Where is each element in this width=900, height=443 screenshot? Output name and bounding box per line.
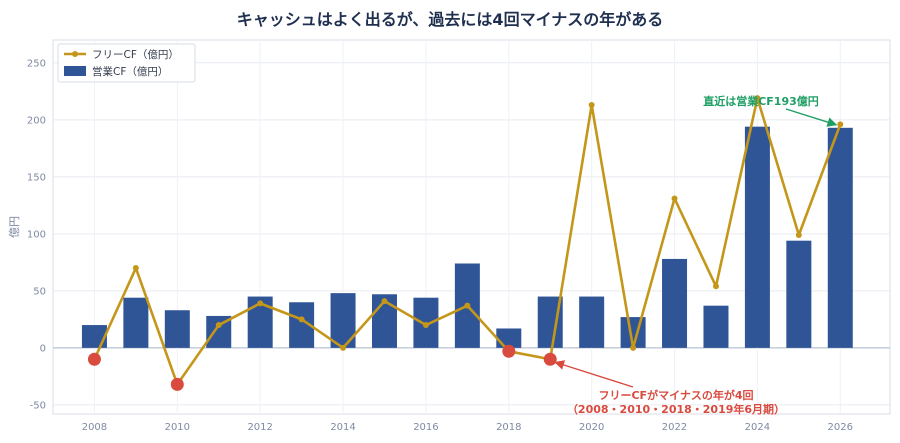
bar-layer — [81, 126, 853, 348]
y-tick-label: -50 — [30, 400, 46, 411]
x-tick-label: 2022 — [662, 422, 687, 433]
point-free-cf — [630, 344, 637, 351]
legend-label-free-cf: フリーCF（億円） — [92, 48, 179, 61]
x-tick-label: 2010 — [165, 422, 190, 433]
point-free-cf — [422, 322, 429, 329]
negative-year-marker — [87, 352, 101, 366]
negative-year-marker — [543, 352, 557, 366]
point-free-cf — [837, 121, 844, 128]
legend-swatch-operating-cf — [64, 66, 86, 76]
legend: フリーCF（億円） 営業CF（億円） — [57, 43, 196, 83]
legend-marker-free-cf — [72, 51, 78, 57]
y-tick-label: 200 — [27, 115, 46, 126]
bar-operating-cf — [164, 310, 190, 348]
annotation-layer: 直近は営業CF193億円フリーCFがマイナスの年が4回（2008・2010・20… — [554, 94, 838, 416]
y-axis-label: 億円 — [8, 216, 21, 238]
x-tick-label: 2024 — [745, 422, 770, 433]
point-free-cf — [381, 298, 388, 305]
x-tick-label: 2012 — [247, 422, 272, 433]
annotation-negative-years-line1: フリーCFがマイナスの年が4回 — [598, 388, 753, 402]
x-tick-label: 2020 — [579, 422, 604, 433]
point-free-cf — [754, 95, 761, 102]
bar-operating-cf — [744, 126, 770, 348]
point-free-cf — [132, 265, 139, 272]
x-tick-label: 2018 — [496, 422, 521, 433]
y-tick-label: 100 — [27, 229, 46, 240]
negative-year-marker — [502, 344, 516, 358]
annotation-latest-operating-cf: 直近は営業CF193億円 — [703, 94, 819, 108]
y-tick-label: 50 — [33, 286, 46, 297]
chart-title: キャッシュはよく出るが、過去には4回マイナスの年がある — [236, 10, 664, 29]
point-free-cf — [464, 302, 471, 309]
x-tick-label: 2016 — [413, 422, 438, 433]
bar-operating-cf — [703, 305, 729, 348]
bar-operating-cf — [81, 325, 107, 348]
point-free-cf — [257, 300, 264, 307]
point-free-cf — [671, 195, 678, 202]
x-tick-label: 2026 — [828, 422, 853, 433]
line-layer — [87, 95, 844, 391]
point-free-cf — [712, 283, 719, 290]
negative-year-marker — [170, 377, 184, 391]
legend-label-operating-cf: 営業CF（億円） — [92, 65, 168, 78]
bar-operating-cf — [123, 297, 149, 348]
bar-operating-cf — [827, 127, 853, 348]
annotation-arrow-green — [785, 108, 838, 127]
annotation-arrow-red — [554, 360, 634, 388]
point-free-cf — [588, 101, 595, 108]
x-tick-label: 2014 — [330, 422, 355, 433]
point-free-cf — [795, 231, 802, 238]
bar-operating-cf — [579, 296, 605, 348]
bar-operating-cf — [786, 240, 812, 348]
point-free-cf — [215, 322, 222, 329]
bar-operating-cf — [662, 258, 688, 348]
legend-box — [57, 43, 196, 83]
annotation-negative-years-line2: （2008・2010・2018・2019年6月期） — [567, 402, 785, 416]
y-tick-label: 0 — [40, 343, 46, 354]
axis-layer: -50 0 50 100 150 200 250 2008 2010 2012 2014 2016 20… — [8, 58, 853, 433]
y-tick-label: 150 — [27, 172, 46, 183]
point-free-cf — [298, 316, 305, 323]
plot-frame — [52, 39, 891, 415]
x-tick-label: 2008 — [82, 422, 107, 433]
y-tick-label: 250 — [27, 58, 46, 69]
point-free-cf — [340, 344, 347, 351]
